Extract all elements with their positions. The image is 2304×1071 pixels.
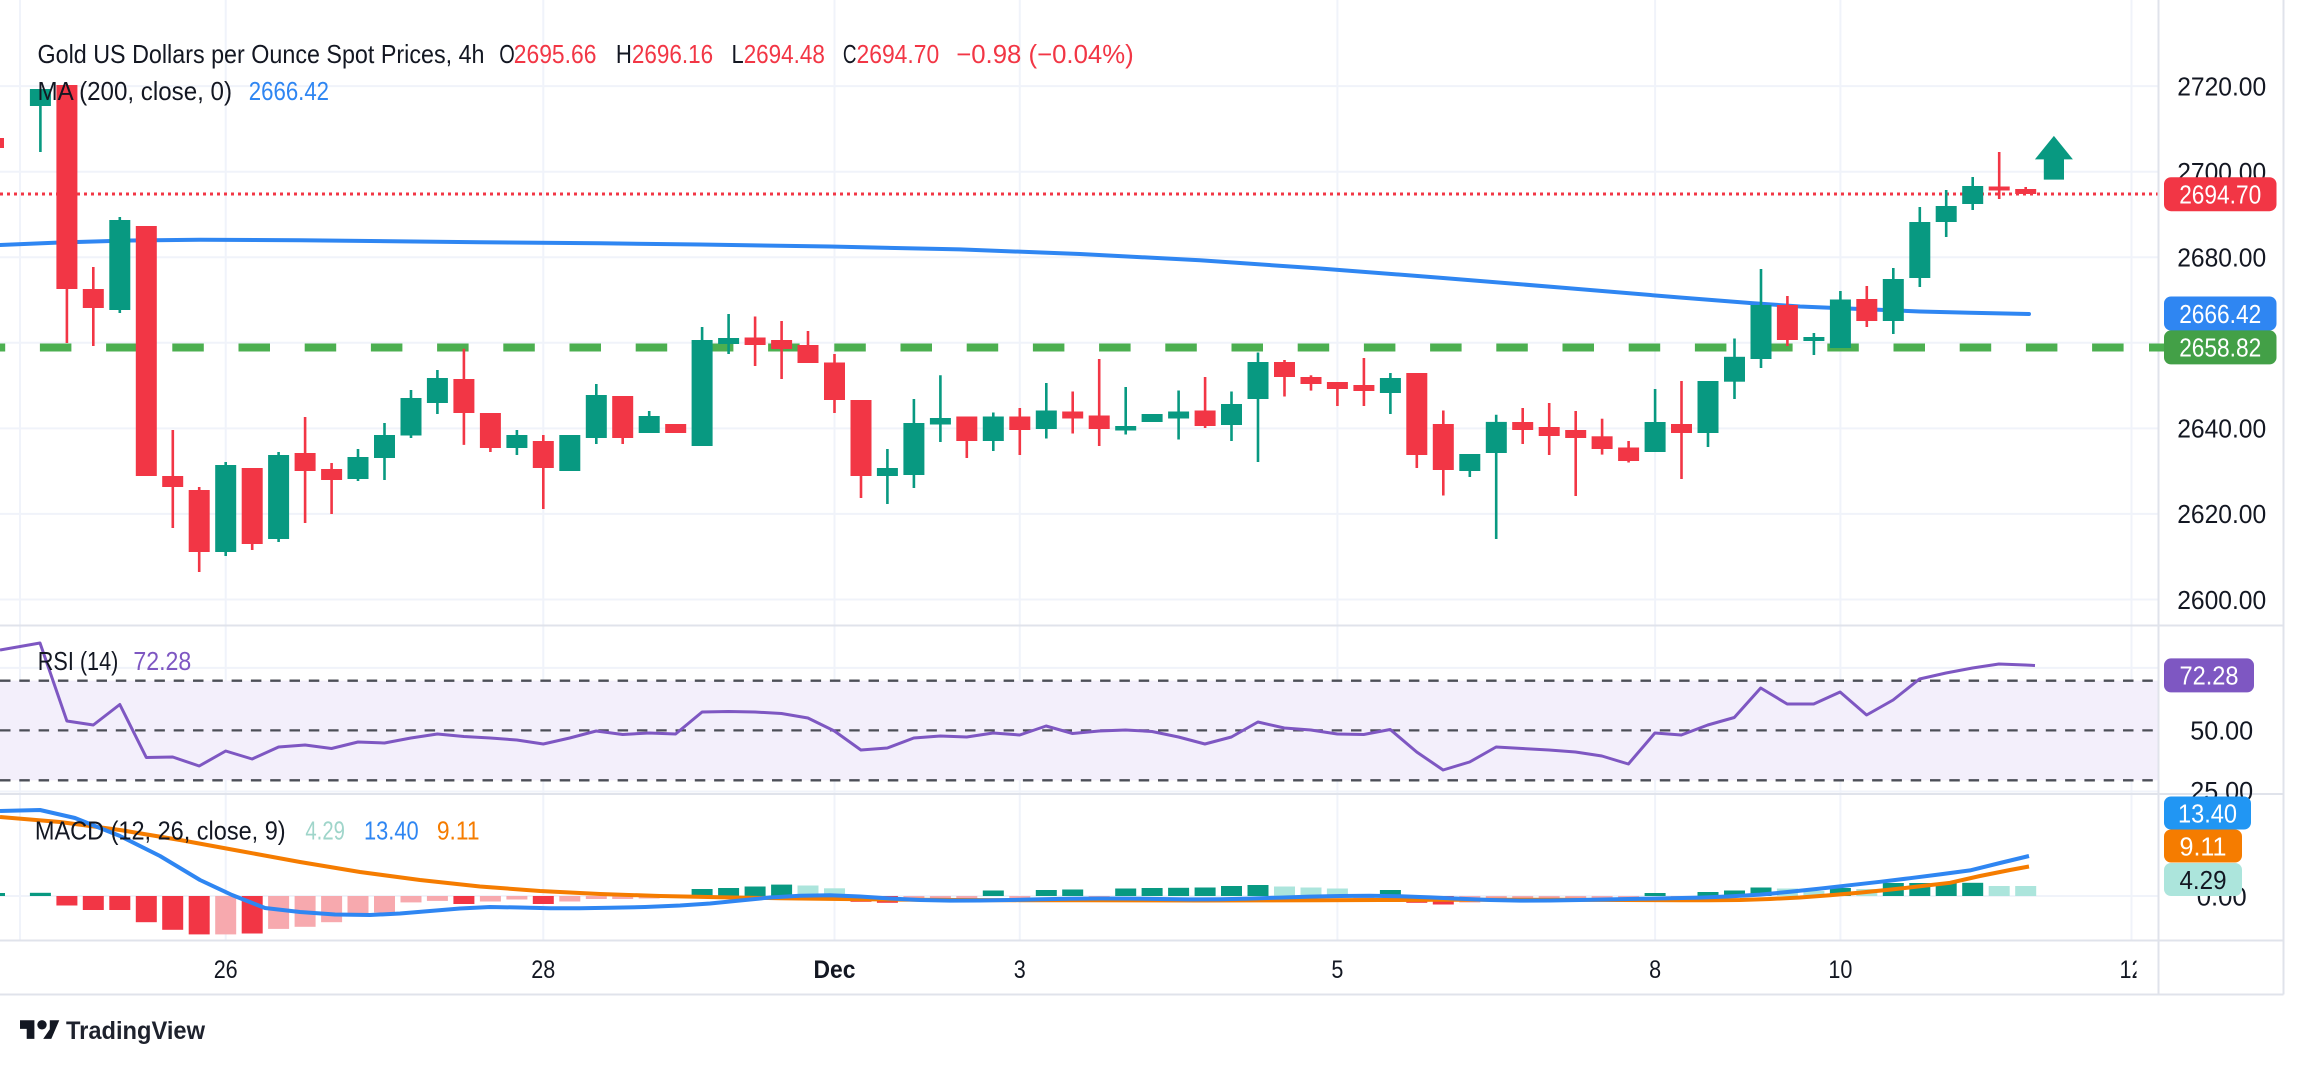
svg-text:28: 28 [531,956,555,984]
svg-text:TradingView: TradingView [66,1017,206,1045]
svg-text:2666.42: 2666.42 [249,76,329,106]
svg-text:26: 26 [214,956,238,984]
svg-text:4.29: 4.29 [2180,865,2227,895]
svg-text:MACD (12, 26, close, 9): MACD (12, 26, close, 9) [35,816,286,846]
svg-text:50.00: 50.00 [2190,717,2253,745]
svg-text:5: 5 [1331,956,1343,984]
svg-text:RSI (14): RSI (14) [38,646,119,676]
svg-text:2620.00: 2620.00 [2177,501,2266,529]
svg-text:9.11: 9.11 [2180,831,2227,861]
svg-text:13.40: 13.40 [2178,798,2237,828]
svg-text:3: 3 [1014,956,1026,984]
svg-text:2694.70: 2694.70 [2179,180,2261,210]
svg-text:2680.00: 2680.00 [2177,245,2266,273]
svg-text:72.28: 72.28 [133,646,191,676]
svg-text:2696.16: 2696.16 [632,39,713,69]
svg-text:2694.48: 2694.48 [744,39,825,69]
svg-text:MA (200, close, 0): MA (200, close, 0) [38,76,233,106]
svg-text:C: C [843,39,857,69]
svg-text:13.40: 13.40 [364,816,419,846]
svg-text:2695.66: 2695.66 [514,39,597,69]
svg-text:Gold US Dollars per Ounce Spot: Gold US Dollars per Ounce Spot Prices, 4… [38,39,485,69]
svg-text:L: L [732,39,744,69]
svg-text:Dec: Dec [814,956,856,984]
svg-text:2694.70: 2694.70 [857,39,940,69]
svg-text:2720.00: 2720.00 [2177,73,2266,101]
svg-text:2666.42: 2666.42 [2179,299,2261,329]
svg-text:8: 8 [1649,956,1661,984]
svg-text:H: H [616,39,632,69]
svg-text:2600.00: 2600.00 [2177,587,2266,615]
svg-text:9.11: 9.11 [437,816,480,846]
svg-text:2658.82: 2658.82 [2179,333,2261,363]
svg-text:10: 10 [1828,956,1852,984]
svg-text:4.29: 4.29 [305,816,345,846]
svg-text:2640.00: 2640.00 [2177,416,2266,444]
svg-text:−0.98 (−0.04%): −0.98 (−0.04%) [956,39,1133,69]
svg-text:72.28: 72.28 [2180,661,2239,691]
svg-text:O: O [499,39,515,69]
